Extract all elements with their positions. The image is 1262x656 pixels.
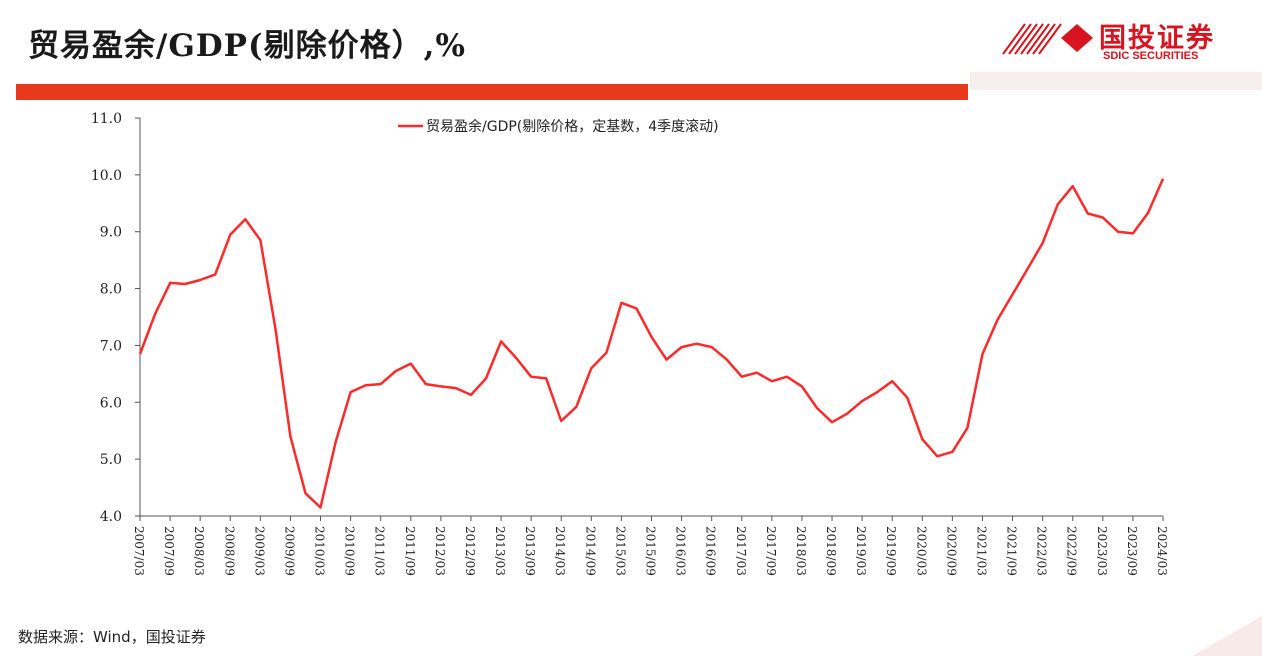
x-tick-label: 2008/09	[222, 526, 236, 576]
legend-label: 贸易盈余/GDP(剔除价格，定基数，4季度滚动)	[426, 118, 719, 135]
x-tick-label: 2019/03	[854, 526, 868, 576]
x-tick-label: 2012/09	[463, 526, 477, 576]
x-tick-label: 2022/09	[1065, 526, 1079, 576]
x-tick-label: 2022/03	[1035, 526, 1049, 576]
brand-name-en: SDIC SECURITIES	[1103, 50, 1199, 62]
line-chart: 4.0 5.0 6.0 7.0 8.0 9.0 10.0 11.0 2007/03 2007/09…	[91, 111, 1169, 576]
x-tick-label: 2021/03	[974, 526, 988, 576]
series-line	[138, 178, 1165, 509]
x-tick-label: 2021/09	[1005, 526, 1019, 576]
x-tick-label: 2014/03	[553, 526, 567, 576]
brand-name-cn: 国投证券	[1099, 23, 1215, 54]
x-tick-label: 2020/09	[944, 526, 958, 576]
x-tick-label: 2010/03	[313, 526, 327, 576]
chart-axes: 4.0 5.0 6.0 7.0 8.0 9.0 10.0 11.0 2007/03 2007/09…	[91, 111, 1169, 576]
x-tick-label: 2017/09	[764, 526, 778, 576]
x-tick-label: 2020/03	[914, 526, 928, 576]
x-tick-label: 2013/09	[523, 526, 537, 576]
header-accent-strip	[970, 72, 1262, 90]
x-tick-label: 2011/09	[403, 526, 417, 576]
y-tick-label: 11.0	[91, 111, 122, 127]
x-tick-label: 2013/03	[493, 526, 507, 576]
x-tick-label: 2009/09	[282, 526, 296, 576]
page-title: 贸易盈余/GDP(剔除价格）,%	[28, 28, 466, 64]
y-tick-label: 6.0	[100, 395, 122, 411]
x-tick-label: 2017/03	[734, 526, 748, 576]
chart-series	[138, 178, 1165, 509]
x-tick-label: 2023/09	[1125, 526, 1139, 576]
x-tick-label: 2016/03	[674, 526, 688, 576]
x-tick-label: 2007/03	[132, 526, 146, 576]
x-tick-label: 2019/09	[884, 526, 898, 576]
corner-decoration	[1192, 616, 1262, 656]
brand-logo: 国投证券 SDIC SECURITIES	[995, 14, 1245, 66]
x-tick-label: 2011/03	[373, 526, 387, 576]
x-tick-label: 2023/03	[1095, 526, 1109, 576]
y-tick-label: 8.0	[100, 282, 122, 298]
y-tick-label: 4.0	[100, 509, 122, 525]
y-tick-label: 9.0	[100, 225, 122, 241]
x-tick-label: 2010/09	[343, 526, 357, 576]
data-source-note: 数据来源：Wind，国投证券	[18, 628, 206, 646]
x-tick-label: 2008/03	[192, 526, 206, 576]
header-red-bar	[16, 84, 968, 100]
brand-mark-icon	[1002, 23, 1093, 55]
x-tick-label: 2016/09	[704, 526, 718, 576]
y-tick-label: 7.0	[100, 338, 122, 354]
x-tick-label: 2014/09	[583, 526, 597, 576]
chart-legend: 贸易盈余/GDP(剔除价格，定基数，4季度滚动)	[398, 118, 719, 135]
x-tick-label: 2018/03	[794, 526, 808, 576]
x-tick-label: 2007/09	[162, 526, 176, 576]
x-tick-label: 2012/03	[433, 526, 447, 576]
y-tick-label: 10.0	[91, 168, 122, 184]
x-tick-label: 2015/03	[613, 526, 627, 576]
x-tick-label: 2018/09	[824, 526, 838, 576]
x-tick-label: 2015/09	[644, 526, 658, 576]
x-tick-label: 2024/03	[1155, 526, 1169, 576]
y-tick-label: 5.0	[100, 452, 122, 468]
x-tick-label: 2009/03	[252, 526, 266, 576]
